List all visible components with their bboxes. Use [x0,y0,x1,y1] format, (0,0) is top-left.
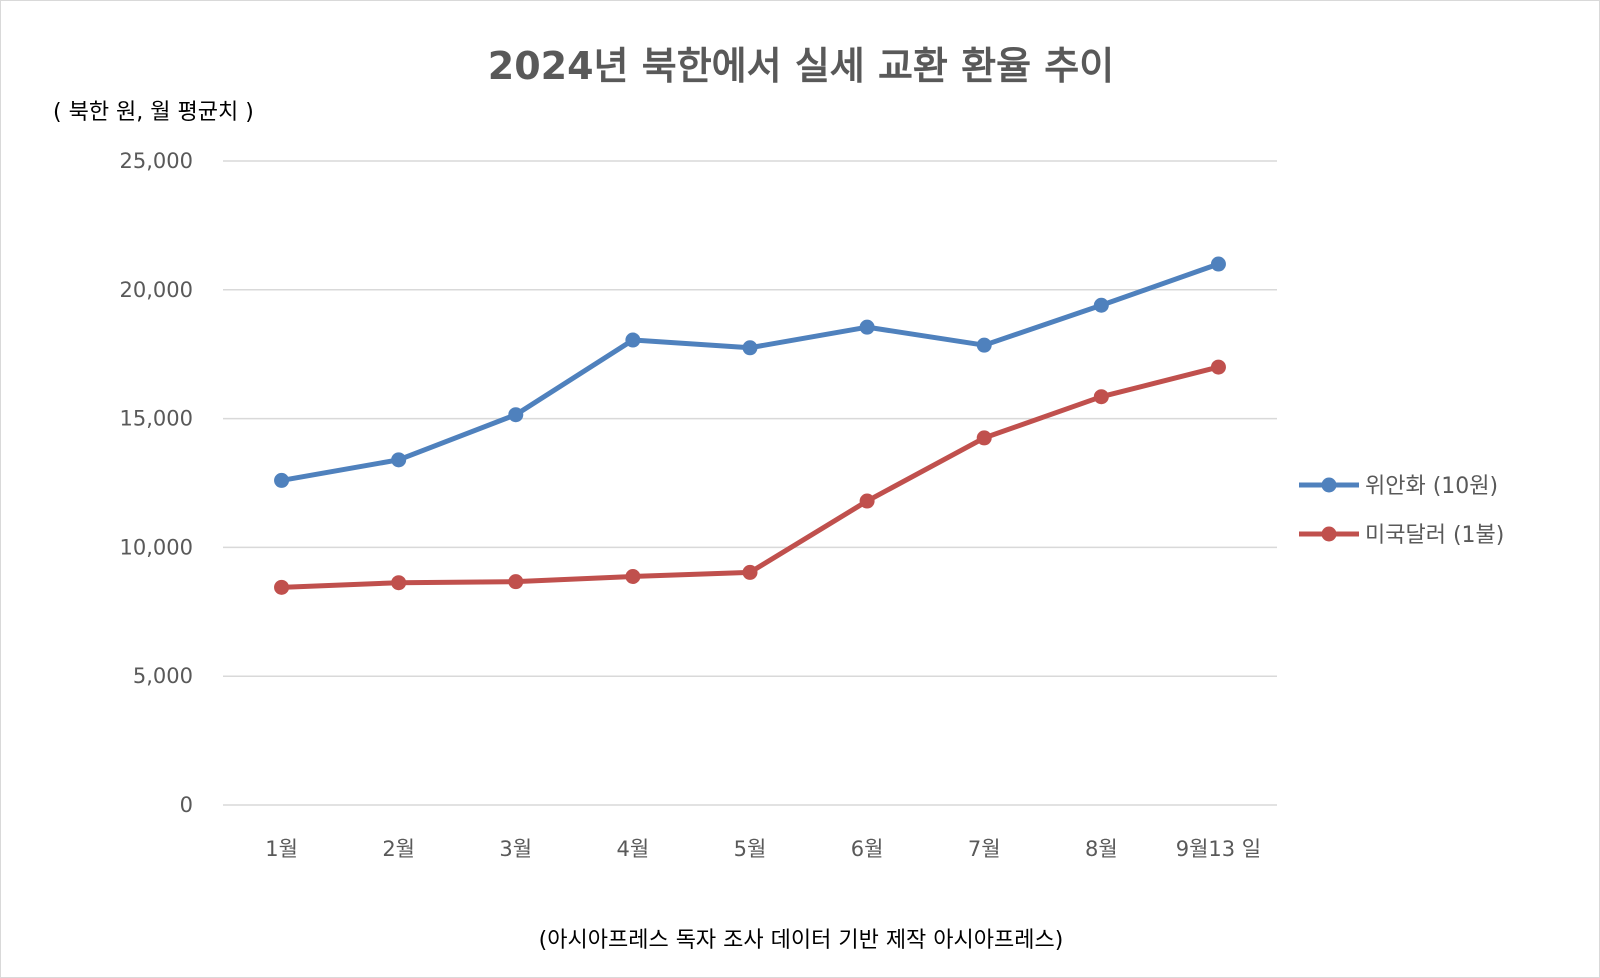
y-tick-label: 5,000 [133,664,193,688]
series-1 [274,359,1226,595]
data-point [859,319,875,335]
data-point [625,569,641,585]
gridlines [223,160,1277,806]
x-tick-label: 7월 [968,837,1001,861]
legend: 위안화 (10원) 미국달러 (1불) [1299,474,1504,548]
data-point [976,430,992,446]
x-tick-label: 6월 [851,837,884,861]
y-tick-label: 15,000 [120,407,193,431]
data-point [508,407,524,423]
data-point [274,472,290,488]
data-point [391,452,407,468]
x-tick-label: 2월 [382,837,415,861]
data-point [1093,297,1109,313]
legend-label: 미국달러 (1불) [1365,523,1504,548]
data-point [625,332,641,348]
y-unit-label: ( 북한 원, 월 평균치 ) [53,100,254,125]
y-tick-label: 10,000 [120,535,193,559]
x-tick-label: 9월13 일 [1176,837,1261,861]
data-point [1210,256,1226,272]
data-point [391,575,407,591]
chart-title: 2024년 북한에서 실세 교환 환율 추이 [488,44,1114,88]
data-point [742,340,758,356]
series-line [279,261,1221,483]
data-point [1210,359,1226,375]
y-axis-ticks: 0 5,000 10,000 15,000 20,000 25,000 [120,149,193,817]
data-point [742,564,758,580]
x-tick-label: 5월 [734,837,767,861]
x-tick-label: 4월 [617,837,650,861]
x-tick-label: 8월 [1085,837,1118,861]
data-point [1093,389,1109,405]
legend-marker [1321,477,1337,493]
data-point [508,574,524,590]
series-group [274,256,1226,595]
x-axis-ticks: 1월 2월 3월 4월 5월 6월 7월 8월 9월13 일 [265,837,1261,861]
series-0 [274,256,1226,488]
data-point [274,579,290,595]
data-point [859,493,875,509]
y-tick-label: 25,000 [120,149,193,173]
y-tick-label: 20,000 [120,278,193,302]
data-point [976,337,992,353]
legend-label: 위안화 (10원) [1365,474,1498,499]
y-tick-label: 0 [180,793,193,817]
x-tick-label: 3월 [499,837,532,861]
series-line [279,364,1221,590]
source-footer: (아시아프레스 독자 조사 데이터 기반 제작 아시아프레스) [539,928,1064,953]
x-tick-label: 1월 [265,837,298,861]
legend-marker [1321,526,1337,542]
